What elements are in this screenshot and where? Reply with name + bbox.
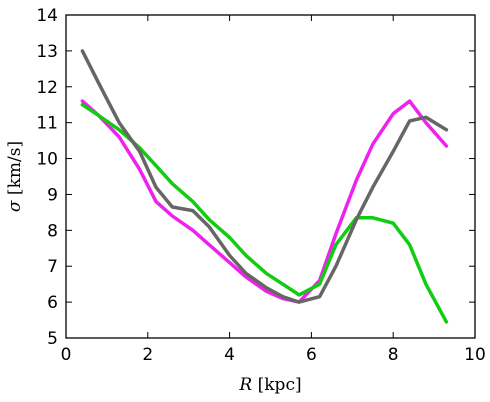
series-magenta-line [80,99,449,304]
series-green-line [80,102,449,324]
y-axis-label: σ [km/s] [5,141,25,212]
y-tick-label: 9 [47,185,58,205]
y-tick-label: 7 [47,257,58,277]
x-tick-label: 2 [142,345,153,365]
x-tick-label: 8 [388,345,399,365]
x-tick-label: 0 [61,345,72,365]
x-tick-label: 10 [464,345,486,365]
y-tick-label: 12 [36,78,58,98]
plot-frame [65,14,476,339]
x-axis-label: R [kpc] [238,375,301,395]
series-layer [80,49,449,324]
y-tick-label: 11 [36,114,58,134]
x-tick-label: 4 [224,345,235,365]
tick-layer: 0 2 4 6 8 10 5 6 7 8 9 10 11 12 13 14 [36,6,485,365]
y-tick-label: 10 [36,150,58,170]
y-tick-label: 8 [47,221,58,241]
y-tick-label: 6 [47,293,58,313]
y-tick-label: 14 [36,6,58,26]
y-tick-label: 5 [47,329,58,349]
x-tick-label: 6 [306,345,317,365]
y-tick-label: 13 [36,42,58,62]
series-gray-line [80,49,449,304]
